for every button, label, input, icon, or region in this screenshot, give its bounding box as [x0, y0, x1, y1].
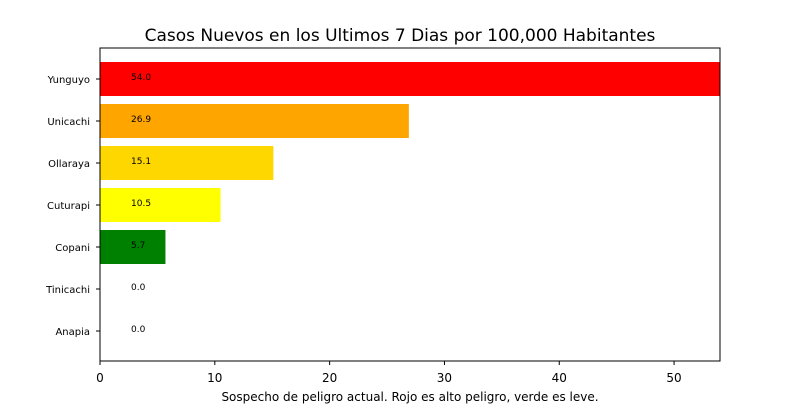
- bar-copani: [100, 230, 166, 264]
- bar-cuturapi: [100, 188, 221, 222]
- x-tick-label: 30: [437, 371, 452, 385]
- data-label-anapia: 0.0: [131, 325, 146, 335]
- x-tick-label: 40: [552, 371, 567, 385]
- x-tick-label: 0: [96, 371, 104, 385]
- data-label-yunguyo: 54.0: [131, 73, 151, 83]
- y-tick-label-cuturapi: Cuturapi: [47, 201, 90, 212]
- data-label-cuturapi: 10.5: [131, 199, 151, 209]
- y-tick-label-ollaraya: Ollaraya: [48, 159, 90, 170]
- y-tick-label-yunguyo: Yunguyo: [47, 75, 90, 86]
- bar-unicachi: [100, 104, 409, 138]
- x-axis-ticks: 0 10 20 30 40 50: [96, 361, 682, 385]
- y-tick-label-unicachi: Unicachi: [47, 117, 90, 128]
- y-tick-label-anapia: Anapia: [55, 327, 90, 338]
- y-axis-ticks: Yunguyo Unicachi Ollaraya Cuturapi Copani Tin…: [45, 75, 100, 338]
- chart-title: Casos Nuevos en los Ultimos 7 Dias por 1…: [145, 26, 656, 46]
- data-label-ollaraya: 15.1: [131, 157, 151, 167]
- plot-frame: [99, 47, 721, 362]
- y-tick-label-tinicachi: Tinicachi: [45, 285, 90, 296]
- x-tick-label: 50: [666, 371, 681, 385]
- data-labels-group: 54.0 26.9 15.1 10.5 5.7 0.0 0.0: [131, 73, 151, 335]
- bars-group: [100, 62, 720, 264]
- data-label-copani: 5.7: [131, 241, 145, 251]
- data-label-unicachi: 26.9: [131, 115, 151, 125]
- x-tick-label: 10: [207, 371, 222, 385]
- y-tick-label-copani: Copani: [55, 243, 90, 254]
- data-label-tinicachi: 0.0: [131, 283, 146, 293]
- x-tick-label: 20: [322, 371, 337, 385]
- x-axis-label: Sospecho de peligro actual. Rojo es alto…: [221, 390, 598, 404]
- bar-ollaraya: [100, 146, 274, 180]
- bar-yunguyo: [100, 62, 720, 96]
